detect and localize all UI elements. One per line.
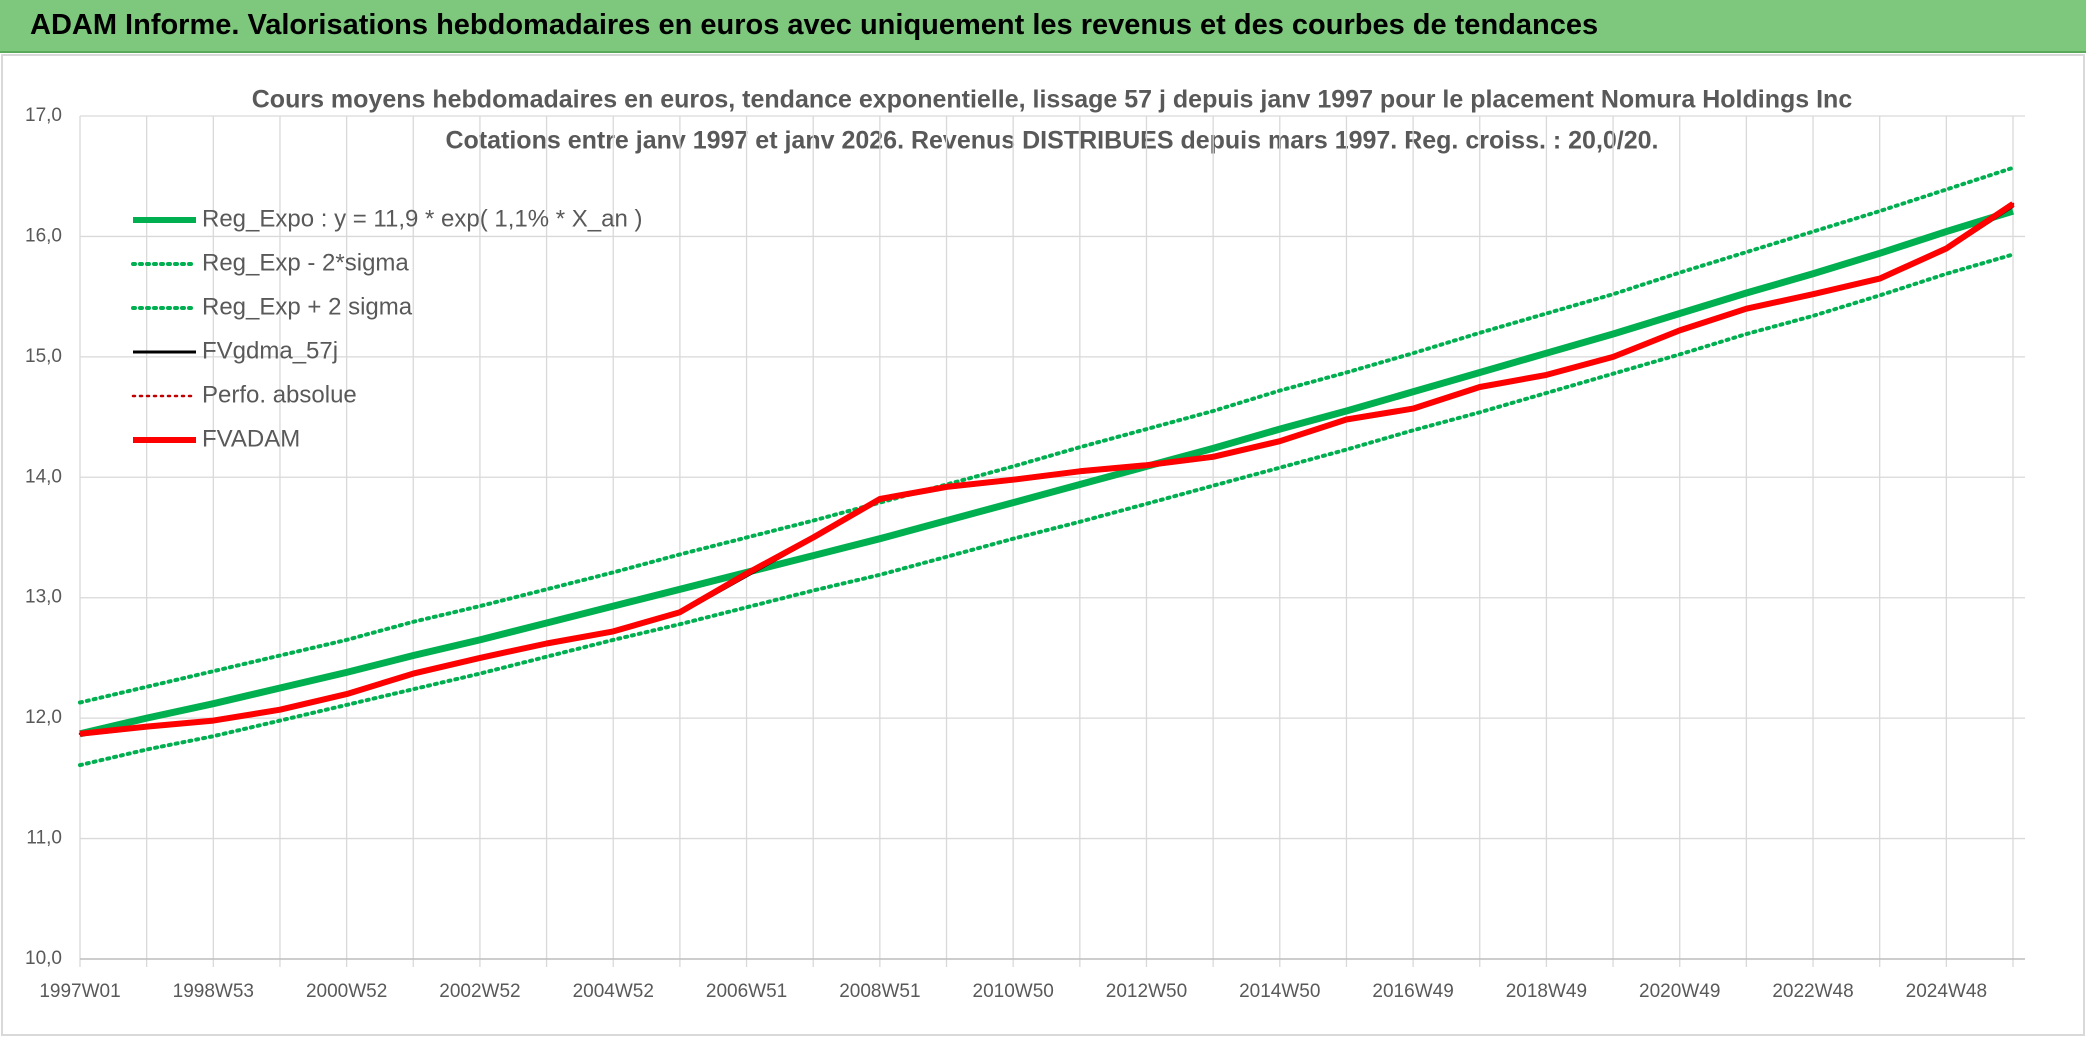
- x-tick-label: 2020W49: [1639, 981, 1720, 1002]
- x-tick-label: 2022W48: [1772, 981, 1853, 1002]
- series-line: [79, 207, 2015, 738]
- x-tick-label: 2010W50: [973, 981, 1054, 1002]
- chart-subtitle: Cotations entre janv 1997 et janv 2026. …: [445, 127, 1658, 155]
- y-tick-label: 14,0: [25, 466, 62, 487]
- x-tick-label: 2012W50: [1106, 981, 1187, 1002]
- x-tick-label: 2006W51: [706, 981, 787, 1002]
- x-tick-label: 2016W49: [1372, 981, 1453, 1002]
- chart-title: Cours moyens hebdomadaires en euros, ten…: [252, 86, 1853, 114]
- x-tick-label: 2024W48: [1906, 981, 1987, 1002]
- x-tick-label: 1998W53: [173, 981, 254, 1002]
- x-tick-label: 2018W49: [1506, 981, 1587, 1002]
- x-tick-label: 1997W01: [39, 981, 120, 1002]
- legend-label: FVADAM: [202, 425, 300, 452]
- chart-frame: [1, 54, 2085, 1036]
- legend-label: Perfo. absolue: [202, 381, 357, 408]
- header-title: ADAM Informe. Valorisations hebdomadaire…: [30, 9, 1599, 41]
- series-line: [78, 252, 2015, 768]
- chart: Cours moyens hebdomadaires en euros, ten…: [1, 54, 2085, 1036]
- y-tick-label: 16,0: [25, 225, 62, 246]
- y-tick-label: 17,0: [25, 105, 62, 126]
- legend-label: Reg_Exp + 2 sigma: [202, 293, 413, 320]
- y-tick-label: 10,0: [25, 948, 62, 969]
- x-tick-label: 2008W51: [839, 981, 920, 1002]
- x-tick-label: 2002W52: [439, 981, 520, 1002]
- y-tick-label: 15,0: [25, 346, 62, 367]
- x-tick-label: 2004W52: [573, 981, 654, 1002]
- y-tick-label: 11,0: [26, 828, 62, 849]
- legend-label: Reg_Expo : y = 11,9 * exp( 1,1% * X_an ): [202, 205, 642, 232]
- header: ADAM Informe. Valorisations hebdomadaire…: [0, 0, 2086, 53]
- y-tick-label: 12,0: [25, 707, 62, 728]
- legend-label: FVgdma_57j: [202, 337, 338, 364]
- series-line: [78, 165, 2015, 705]
- y-tick-label: 13,0: [25, 587, 62, 608]
- series-line: [78, 202, 2015, 736]
- x-tick-label: 2014W50: [1239, 981, 1320, 1002]
- series-line: [79, 201, 2015, 737]
- x-tick-label: 2000W52: [306, 981, 387, 1002]
- series-line: [79, 205, 2014, 737]
- legend-label: Reg_Exp - 2*sigma: [202, 249, 409, 276]
